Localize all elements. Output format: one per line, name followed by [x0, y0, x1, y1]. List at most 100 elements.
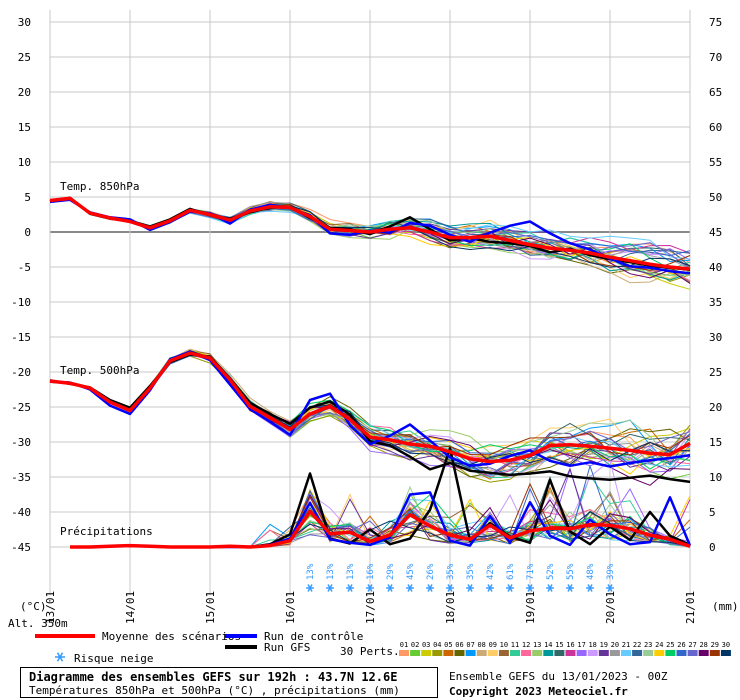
- pert-legend-swatch: [654, 650, 665, 656]
- pert-legend-swatch: [510, 650, 520, 656]
- x-tick-label: 20/01: [604, 591, 617, 624]
- pert-legend-label: 20: [611, 641, 619, 649]
- left-axis-unit: (°C): [20, 600, 47, 613]
- snow-risk-percent: 26%: [426, 563, 436, 580]
- legend-snow-icon: [55, 652, 65, 662]
- snow-risk-percent: 61%: [506, 563, 516, 580]
- snowflake-icon: [407, 584, 413, 592]
- legend-control-label: Run de contrôle: [264, 630, 363, 643]
- snow-risk-percent: 42%: [486, 563, 496, 580]
- main-series: [49, 196, 692, 549]
- right-tick-label: 0: [709, 541, 716, 554]
- footer-subtitle: Températures 850hPa et 500hPa (°C) , pré…: [29, 684, 400, 697]
- snow-risk-percent: 16%: [366, 563, 376, 580]
- footer-title: Diagramme des ensembles GEFS sur 192h : …: [29, 670, 398, 684]
- snowflake-icon: [487, 584, 493, 592]
- legend-mean-label: Moyenne des scénarios: [102, 630, 241, 643]
- pert-legend-label: 14: [544, 641, 552, 649]
- snow-risk-percent: 35%: [446, 563, 456, 580]
- right-axis-unit: (mm): [712, 600, 739, 613]
- snow-risk-marker: 39%: [606, 563, 616, 592]
- x-tick-label: 18/01: [444, 591, 457, 624]
- pert-legend-label: 03: [422, 641, 430, 649]
- pert-legend-label: 11: [511, 641, 519, 649]
- snow-risk-percent: 48%: [586, 563, 596, 580]
- left-tick-label: 0: [24, 226, 31, 239]
- pert-legend-label: 25: [666, 641, 674, 649]
- label-precipitations: Précipitations: [60, 525, 153, 538]
- pert-legend-swatch: [576, 650, 587, 656]
- snow-risk-marker: 13%: [346, 563, 356, 592]
- left-tick-label: 15: [18, 121, 31, 134]
- pert-legend-swatch: [720, 650, 731, 656]
- right-tick-label: 60: [709, 121, 722, 134]
- pert-legend-swatch: [609, 650, 620, 656]
- pert-legend-swatch: [487, 650, 498, 656]
- pert-legend-label: 22: [633, 641, 641, 649]
- pert-legend-label: 08: [477, 641, 485, 649]
- series-mean-t500: [49, 351, 691, 464]
- pert-legend-swatch: [665, 650, 676, 656]
- pert-legend-label: 24: [655, 641, 663, 649]
- pert-legend-swatch: [476, 650, 487, 656]
- pert-legend-label: 15: [555, 641, 563, 649]
- snow-risk-marker: 71%: [526, 563, 536, 592]
- pert-legend-swatch: [399, 650, 409, 656]
- snow-risk-marker: 52%: [546, 563, 556, 592]
- snow-risk-percent: 55%: [566, 563, 576, 580]
- snowflake-icon: [427, 584, 433, 592]
- pert-legend-label: 27: [688, 641, 696, 649]
- left-tick-label: 20: [18, 86, 31, 99]
- pert-legend-label: 21: [622, 641, 630, 649]
- pert-legend-swatch: [621, 650, 631, 656]
- snow-risk-marker: 35%: [466, 563, 476, 592]
- pert-legend-label: 01: [400, 641, 408, 649]
- snow-risk-percent: 13%: [306, 563, 316, 580]
- label-temp-850: Temp. 850hPa: [60, 180, 139, 193]
- pert-legend-label: 10: [500, 641, 508, 649]
- x-tick-label: 16/01: [284, 591, 297, 624]
- snowflake-icon: [327, 584, 333, 592]
- pert-legend-label: 19: [600, 641, 608, 649]
- pert-legend-swatch: [521, 650, 532, 656]
- pert-legend-swatch: [565, 650, 576, 656]
- pert-legend-label: 29: [711, 641, 719, 649]
- snow-risk-marker: 13%: [326, 563, 336, 592]
- left-tick-label: 5: [24, 191, 31, 204]
- snowflake-icon: [507, 584, 513, 592]
- x-tick-label: 17/01: [364, 591, 377, 624]
- pert-legend-label: 06: [455, 641, 463, 649]
- pert-legend-label: 12: [522, 641, 530, 649]
- snow-risk-percent: 71%: [526, 563, 536, 580]
- x-tick-label: 14/01: [124, 591, 137, 624]
- snowflake-icon: [347, 584, 353, 592]
- snow-risk-marker: 45%: [406, 563, 416, 592]
- legend-snow-label: Risque neige: [74, 652, 153, 665]
- left-tick-label: 25: [18, 51, 31, 64]
- pert-legend-swatch: [421, 650, 432, 656]
- pert-legend-label: 18: [588, 641, 596, 649]
- x-tick-label: 15/01: [204, 591, 217, 624]
- x-tick-label: 19/01: [524, 591, 537, 624]
- left-tick-label: -35: [11, 471, 31, 484]
- pert-legend-swatch: [687, 650, 698, 656]
- left-tick-label: 30: [18, 16, 31, 29]
- right-tick-label: 50: [709, 191, 722, 204]
- left-tick-label: -10: [11, 296, 31, 309]
- copyright: Copyright 2023 Meteociel.fr: [449, 685, 628, 698]
- pert-legend-swatch: [632, 650, 643, 656]
- snow-risk-marker: 16%: [366, 563, 376, 592]
- pert-legend-swatch: [498, 650, 509, 656]
- snowflake-icon: [587, 584, 593, 592]
- right-tick-label: 25: [709, 366, 722, 379]
- pert-legend-swatch: [598, 650, 609, 656]
- right-tick-label: 45: [709, 226, 722, 239]
- snow-risk-marker: 26%: [426, 563, 436, 592]
- pert-legend-swatch: [587, 650, 598, 656]
- left-tick-label: -40: [11, 506, 31, 519]
- pert-legend-swatch: [543, 650, 554, 656]
- x-tick-label: 13/01: [44, 591, 57, 624]
- left-tick-label: -20: [11, 366, 31, 379]
- right-tick-label: 75: [709, 16, 722, 29]
- pert-legend-label: 02: [411, 641, 419, 649]
